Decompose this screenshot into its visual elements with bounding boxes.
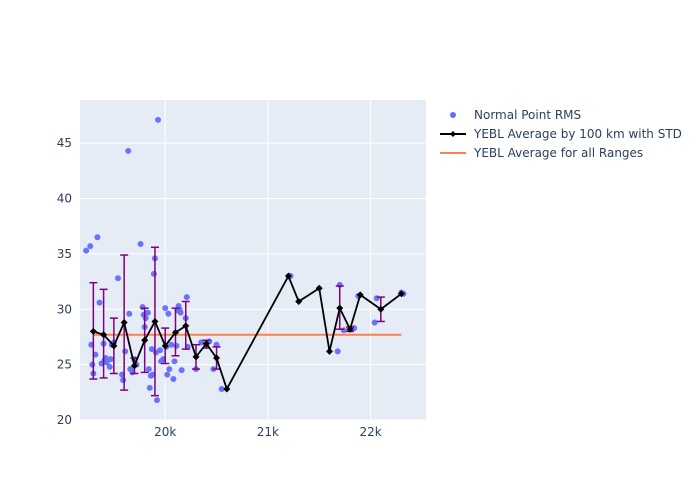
rms-point [87, 243, 94, 250]
rms-point [155, 116, 162, 123]
average-point [182, 322, 190, 330]
rms-point [157, 347, 164, 354]
rms-point [340, 327, 347, 334]
y-tick-label: 45 [57, 136, 72, 150]
rms-point [334, 348, 341, 355]
average-point [192, 353, 200, 361]
y-tick-labels: 20 25 30 35 40 45 [57, 136, 72, 427]
average-point [100, 331, 108, 339]
rms-point [171, 358, 178, 365]
rms-point [218, 385, 225, 392]
average-point [397, 290, 405, 298]
x-tick-label: 22k [359, 425, 381, 439]
rms-point [122, 348, 129, 355]
legend-label-average-all-ranges: YEBL Average for all Ranges [473, 146, 643, 160]
average-point [130, 362, 138, 370]
average-point [315, 284, 323, 292]
rms-point [154, 397, 161, 404]
rms-point [126, 310, 133, 317]
rms-point [89, 361, 96, 368]
rms-point [83, 247, 90, 254]
rms-point [107, 356, 114, 363]
rms-point [144, 309, 151, 316]
rms-point [173, 342, 180, 349]
legend-marker-normal-point-rms [450, 112, 456, 118]
legend-marker-average [450, 131, 456, 137]
x-tick-labels: 20k 21k 22k [154, 425, 382, 439]
rms-point [94, 234, 101, 241]
rms-point [162, 305, 169, 312]
rms-point [165, 310, 172, 317]
legend-item-average-all-ranges[interactable]: YEBL Average for all Ranges [440, 146, 643, 160]
average-point [171, 329, 179, 337]
legend[interactable]: Normal Point RMS YEBL Average by 100 km … [440, 108, 682, 160]
x-tick-label: 20k [154, 425, 176, 439]
rms-point [183, 294, 190, 301]
rms-point [371, 319, 378, 326]
average-point [377, 305, 385, 313]
y-tick-label: 25 [57, 358, 72, 372]
legend-label-normal-point-rms: Normal Point RMS [474, 108, 581, 122]
average-point [346, 325, 354, 333]
rms-point [148, 346, 155, 353]
average-point [141, 336, 149, 344]
average-point [336, 304, 344, 312]
average-point [295, 298, 303, 306]
average-point [325, 347, 333, 355]
legend-item-average-by-100km[interactable]: YEBL Average by 100 km with STD [440, 127, 682, 141]
x-tick-label: 21k [257, 425, 279, 439]
average-point [120, 319, 128, 327]
average-point [89, 327, 97, 335]
rms-point [120, 377, 127, 384]
rms-point [146, 384, 153, 391]
rms-point [137, 240, 144, 247]
average-point [284, 272, 292, 280]
average-point [356, 291, 364, 299]
rms-point [103, 359, 110, 366]
average-line [89, 272, 405, 393]
y-tick-label: 30 [57, 302, 72, 316]
y-tick-label: 40 [57, 192, 72, 206]
y-tick-label: 20 [57, 413, 72, 427]
average-point [151, 317, 159, 325]
y-tick-label: 35 [57, 247, 72, 261]
rms-point [164, 371, 171, 378]
rms-point [114, 275, 121, 282]
rms-point [166, 366, 173, 373]
rms-point [170, 376, 177, 383]
average-point [161, 342, 169, 350]
rms-point [168, 341, 175, 348]
rms-point [145, 366, 152, 373]
rms-point [106, 363, 113, 370]
average-point [223, 385, 231, 393]
rms-point [177, 309, 184, 316]
rms-point [96, 299, 103, 306]
average-point [110, 342, 118, 350]
rms-point [125, 147, 132, 154]
legend-label-average-by-100km: YEBL Average by 100 km with STD [473, 127, 682, 141]
legend-item-normal-point-rms[interactable]: Normal Point RMS [450, 108, 581, 122]
average-point [202, 340, 210, 348]
grid-lines [80, 100, 426, 421]
rms-point [150, 270, 157, 277]
rms-point [142, 315, 149, 322]
rms-point [373, 295, 380, 302]
average-point [213, 354, 221, 362]
rms-point [178, 367, 185, 374]
